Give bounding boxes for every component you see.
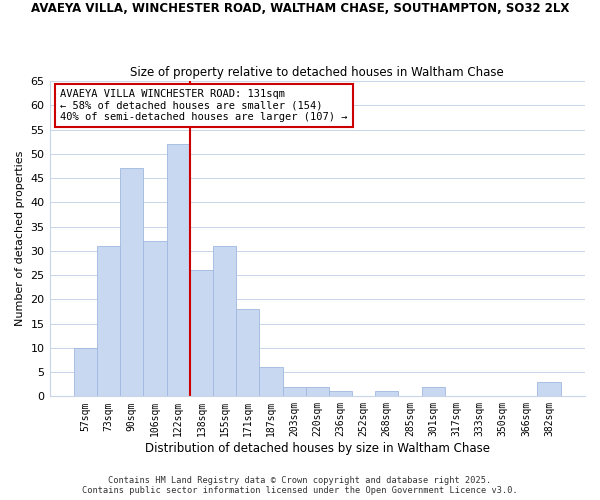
Bar (190, 270, 213, 396)
Bar (422, 386, 445, 396)
Bar (538, 382, 560, 396)
Text: Contains HM Land Registry data © Crown copyright and database right 2025.
Contai: Contains HM Land Registry data © Crown c… (82, 476, 518, 495)
Bar (167, 144, 190, 397)
Bar (283, 386, 305, 396)
Title: Size of property relative to detached houses in Waltham Chase: Size of property relative to detached ho… (130, 66, 504, 78)
Bar (97, 246, 120, 396)
Bar (213, 246, 236, 396)
Bar (74, 348, 97, 397)
Text: AVAEYA VILLA, WINCHESTER ROAD, WALTHAM CHASE, SOUTHAMPTON, SO32 2LX: AVAEYA VILLA, WINCHESTER ROAD, WALTHAM C… (31, 2, 569, 16)
Bar (120, 168, 143, 396)
Bar (143, 241, 167, 396)
X-axis label: Distribution of detached houses by size in Waltham Chase: Distribution of detached houses by size … (145, 442, 490, 455)
Bar (259, 367, 283, 396)
Bar (236, 309, 259, 396)
Bar (305, 386, 329, 396)
Bar (375, 392, 398, 396)
Bar (329, 392, 352, 396)
Y-axis label: Number of detached properties: Number of detached properties (15, 151, 25, 326)
Text: AVAEYA VILLA WINCHESTER ROAD: 131sqm
← 58% of detached houses are smaller (154)
: AVAEYA VILLA WINCHESTER ROAD: 131sqm ← 5… (60, 89, 348, 122)
